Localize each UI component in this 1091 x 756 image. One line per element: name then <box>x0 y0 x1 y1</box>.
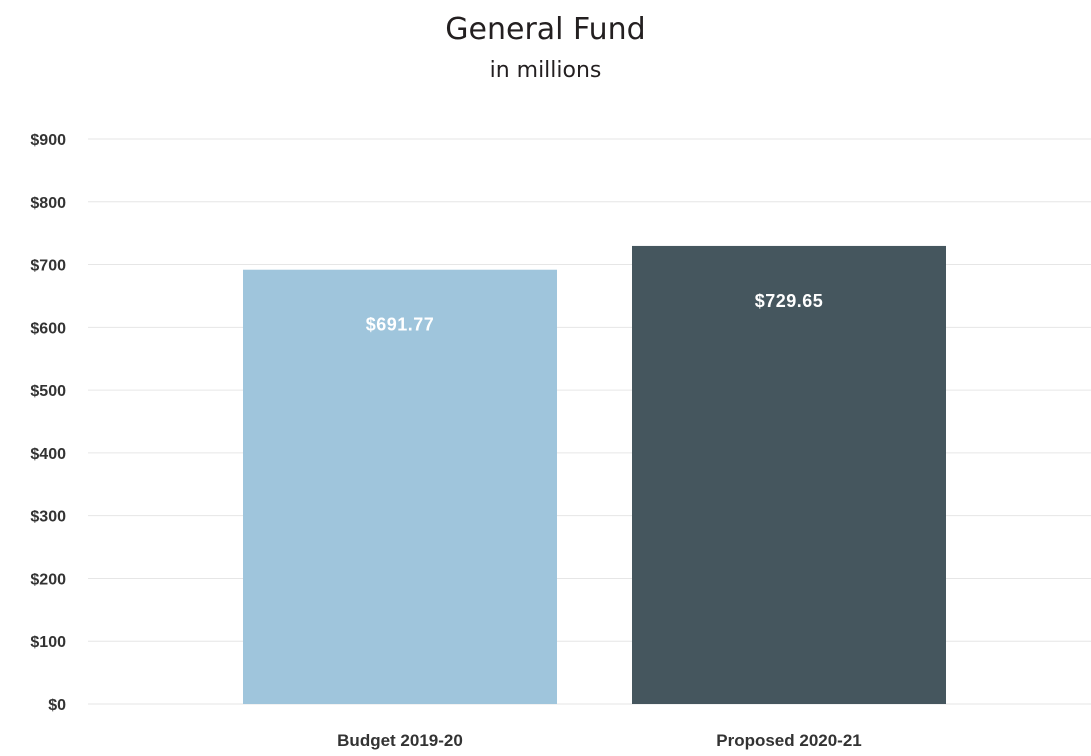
data-label: $729.65 <box>755 291 824 311</box>
chart-subtitle: in millions <box>489 58 602 83</box>
y-tick-label: $200 <box>30 571 66 588</box>
bar <box>632 245 946 704</box>
data-label: $691.77 <box>366 315 435 335</box>
y-tick-label: $0 <box>48 697 66 714</box>
y-tick-label: $900 <box>30 132 66 149</box>
y-tick-label: $100 <box>30 634 66 651</box>
chart-title: General Fund <box>445 12 646 47</box>
x-tick-label: Proposed 2020-21 <box>716 731 862 750</box>
y-tick-label: $400 <box>30 446 66 463</box>
y-tick-label: $300 <box>30 509 66 526</box>
y-tick-label: $700 <box>30 258 66 275</box>
y-tick-label: $800 <box>30 195 66 212</box>
bar <box>243 269 557 704</box>
y-tick-label: $600 <box>30 320 66 337</box>
y-tick-label: $500 <box>30 383 66 400</box>
x-tick-label: Budget 2019-20 <box>337 731 463 750</box>
